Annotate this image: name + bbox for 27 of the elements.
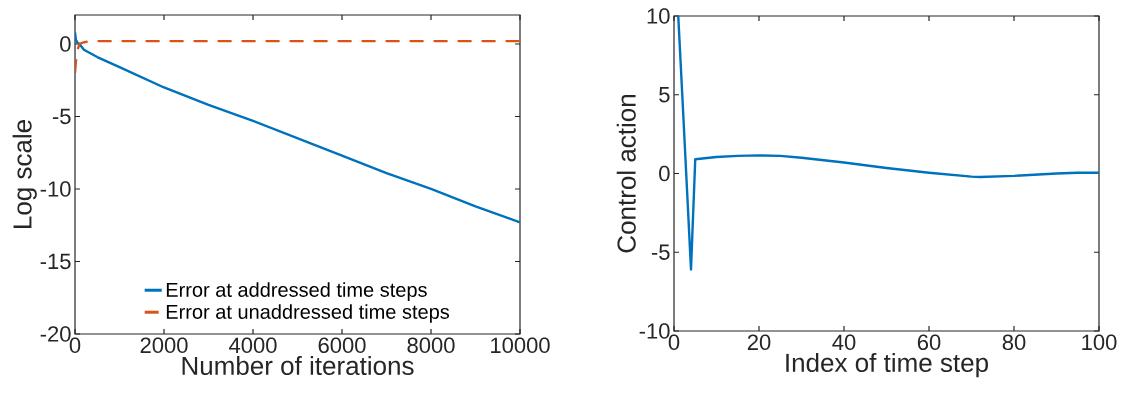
line-series: [677, 15, 1099, 271]
legend-label: Error at addressed time steps: [166, 282, 427, 301]
y-tick-label: 0: [659, 165, 670, 182]
x-tick-label: 2000: [140, 337, 188, 354]
y-tick-label: -5: [651, 244, 670, 260]
y-tick-label: -10: [40, 181, 71, 197]
y-tick-label: -5: [52, 108, 71, 125]
y-tick-label: -15: [40, 253, 71, 270]
y-tick-label: -20: [40, 326, 71, 342]
y-tick-label: 10: [647, 8, 670, 24]
y-axis-title: Log scale: [12, 120, 37, 229]
x-tick-label: 8000: [407, 337, 455, 354]
x-tick-label: 40: [832, 334, 856, 351]
x-tick-label: 10000: [491, 337, 550, 354]
y-tick-label: 0: [60, 36, 71, 52]
x-tick-label: 80: [1002, 334, 1026, 351]
x-tick-label: 100: [1082, 334, 1117, 351]
x-tick-label: 20: [747, 334, 771, 351]
x-axis-title: Index of time step: [786, 352, 988, 378]
x-tick-label: 6000: [318, 337, 366, 354]
x-tick-label: 4000: [229, 337, 277, 354]
legend-label: Error at unaddressed time steps: [166, 304, 450, 323]
y-tick-label: -10: [639, 323, 670, 339]
x-axis-title: Number of iterations: [182, 355, 414, 376]
y-tick-label: 5: [659, 87, 670, 103]
y-axis-title: Control action: [616, 95, 636, 253]
x-tick-label: 60: [917, 334, 941, 351]
